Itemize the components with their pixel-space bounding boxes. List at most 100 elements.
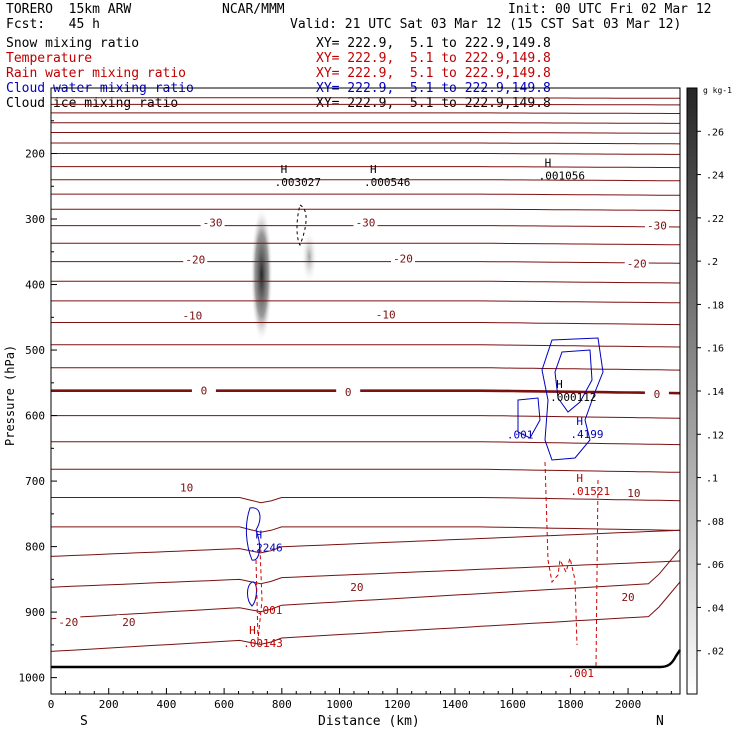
snow-shading-column <box>301 228 318 285</box>
temperature-label-bg <box>344 580 369 593</box>
temperature-label: -30 <box>356 216 376 229</box>
isotherm <box>51 112 680 114</box>
temperature-label-bg <box>353 215 378 228</box>
temperature-label: 10 <box>627 487 640 500</box>
isotherm-zero <box>51 389 680 395</box>
colorbar-tick-label: .18 <box>706 300 724 311</box>
temperature-label: 0 <box>201 385 208 398</box>
temperature-label: -20 <box>627 258 647 271</box>
snow-shading-column <box>250 205 273 344</box>
isotherm <box>51 103 680 106</box>
temperature-label: 20 <box>122 616 135 629</box>
x-tick-label: 1000 <box>326 698 353 711</box>
maximum-value: .003027 <box>275 176 321 189</box>
isotherm <box>51 581 680 652</box>
temperature-label: -10 <box>182 309 202 322</box>
y-tick-label: 200 <box>25 148 45 161</box>
x-end-right: N <box>656 714 664 729</box>
maximum-value: .01521 <box>570 485 610 498</box>
isotherm <box>51 526 680 533</box>
x-tick-label: 1800 <box>557 698 584 711</box>
x-tick-label: 2000 <box>615 698 642 711</box>
ground-line <box>51 649 682 669</box>
x-tick-label: 1600 <box>499 698 526 711</box>
y-tick-label: 600 <box>25 410 45 423</box>
temperature-label-bg <box>180 308 205 321</box>
y-tick-label: 900 <box>25 606 45 619</box>
isotherm <box>51 153 680 155</box>
temperature-label: -10 <box>376 309 396 322</box>
cloud-water-contour <box>541 337 604 461</box>
isotherm <box>51 166 680 169</box>
temperature-label: -20 <box>393 252 413 265</box>
temperature-label-bg <box>621 485 646 498</box>
isotherm <box>51 261 680 264</box>
colorbar-tick-label: .1 <box>706 474 718 485</box>
colorbar-tick-label: .14 <box>706 387 724 398</box>
rain-water-contour <box>255 547 263 641</box>
temperature-label: 10 <box>180 482 193 495</box>
temperature-label-bg <box>373 307 398 320</box>
cloud-ice-contour <box>296 204 307 247</box>
colorbar-tick-label: .08 <box>706 517 724 528</box>
y-tick-label: 400 <box>25 279 45 292</box>
colorbar-tick-label: .02 <box>706 647 724 658</box>
y-tick-label: 300 <box>25 213 45 226</box>
maximum-value: .000112 <box>550 391 596 404</box>
colorbar <box>686 87 698 695</box>
isotherm <box>51 132 680 134</box>
maximum-value: .4199 <box>570 428 603 441</box>
field-xy-temperature: XY= 222.9, 5.1 to 222.9,149.8 <box>316 51 551 66</box>
isotherm <box>51 300 680 304</box>
contour-label: .001 <box>507 429 534 442</box>
temperature-label: -20 <box>58 616 78 629</box>
isotherm <box>51 529 680 557</box>
field-name-rain: Rain water mixing ratio <box>6 66 187 81</box>
rain-water-contour <box>595 479 599 668</box>
colorbar-tick-label: .04 <box>706 603 724 614</box>
plot-frame <box>50 87 681 695</box>
maximum-value: .00143 <box>243 637 283 650</box>
field-xy-rain: XY= 222.9, 5.1 to 222.9,149.8 <box>316 66 551 81</box>
field-xy-snow: XY= 222.9, 5.1 to 222.9,149.8 <box>316 36 551 51</box>
isotherm <box>51 280 680 284</box>
temperature-label-bg <box>174 480 199 493</box>
contour-label: .001 <box>567 667 594 680</box>
maximum-value: .001056 <box>539 169 585 182</box>
rain-water-contour <box>544 461 578 646</box>
maximum-value: .000546 <box>364 176 410 189</box>
colorbar-tick-label: .12 <box>706 430 724 441</box>
isotherm <box>51 208 680 211</box>
temperature-label: -30 <box>203 216 223 229</box>
maximum-marker: H <box>249 624 256 637</box>
cloud-water-contour <box>245 507 261 561</box>
model-title: TORERO 15km ARW <box>6 2 132 17</box>
maximum-marker: H <box>256 529 263 542</box>
isotherm <box>51 322 680 326</box>
isotherm <box>51 415 680 419</box>
maximum-marker: H <box>576 472 583 485</box>
x-tick-label: 400 <box>156 698 176 711</box>
field-name-snow: Snow mixing ratio <box>6 36 140 51</box>
temperature-label-bg <box>116 614 141 627</box>
isotherm <box>51 122 680 124</box>
temperature-label-bg <box>191 383 216 396</box>
y-axis-label: Pressure (hPa) <box>3 345 17 446</box>
valid-time: Valid: 21 UTC Sat 03 Mar 12 (15 CST Sat … <box>290 17 682 32</box>
temperature-label: -30 <box>647 220 667 233</box>
temperature-label-bg <box>336 384 361 397</box>
colorbar-tick-label: .22 <box>706 214 724 225</box>
isotherm <box>51 367 680 371</box>
isotherm <box>51 242 680 246</box>
isotherm <box>51 468 680 473</box>
colorbar-unit: g kg-1 <box>703 86 732 95</box>
maximum-value: .2246 <box>250 542 283 555</box>
init-time: Init: 00 UTC Fri 02 Mar 12 <box>508 2 712 17</box>
temperature-label-bg <box>644 218 669 231</box>
x-tick-label: 200 <box>99 698 119 711</box>
temperature-label-bg <box>200 215 225 228</box>
temperature-label-bg <box>644 386 669 399</box>
maximum-marker: H <box>281 163 288 176</box>
y-tick-label: 700 <box>25 475 45 488</box>
